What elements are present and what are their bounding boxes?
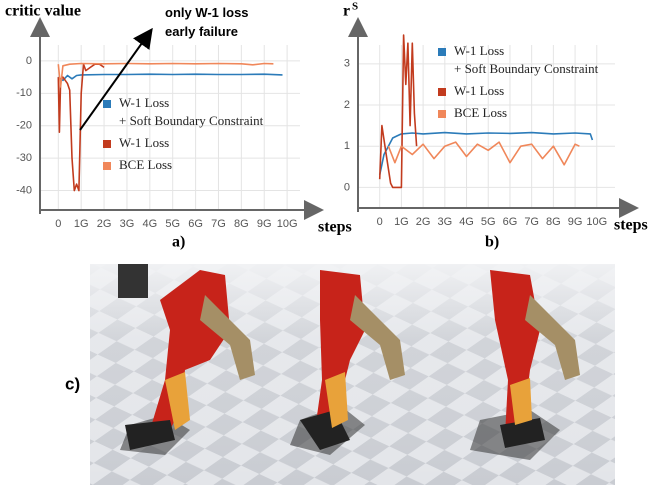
series-line <box>57 73 283 82</box>
legend-label: W-1 Loss + Soft Boundary Constraint <box>119 95 264 128</box>
x-tick-label: 5G <box>481 216 496 228</box>
series-line <box>57 62 274 88</box>
frame <box>90 264 265 485</box>
legend-swatch <box>438 48 446 56</box>
x-tick-label: 3G <box>120 218 135 230</box>
charts: 0-10-20-30-400 1G 2G 3G 4G 5G 6G 7G 8G 9G 10Gcriti… <box>5 1 648 251</box>
x-tick-label: 8G <box>234 218 249 230</box>
legend-swatch <box>438 88 446 96</box>
y-tick-label: 3 <box>344 58 350 70</box>
y-tick-label: 1 <box>344 140 350 152</box>
legend-label: W-1 Loss <box>119 135 169 150</box>
x-tick-label: 2G <box>416 216 431 228</box>
legend-swatch <box>438 110 446 118</box>
legend-swatch <box>103 140 111 148</box>
x-tick-label: 6G <box>188 218 203 230</box>
legend: W-1 Loss + Soft Boundary Constraint W-1 Lo… <box>438 43 599 120</box>
x-tick-label: 5G <box>165 218 180 230</box>
legend-label: BCE Loss <box>454 105 507 120</box>
legend-swatch <box>103 162 111 170</box>
legend-label: W-1 Loss <box>454 83 504 98</box>
y-axis-label-superscript: S <box>352 1 358 13</box>
panel-label: b) <box>485 234 499 251</box>
x-tick-label: 0 <box>377 216 383 228</box>
x-tick-label: 7G <box>524 216 539 228</box>
x-tick-label: 6G <box>503 216 518 228</box>
series-line <box>387 141 580 166</box>
x-tick-label: 0 <box>55 218 61 230</box>
x-axis-label: steps <box>318 219 352 236</box>
frame <box>265 264 440 485</box>
x-tick-label: 9G <box>568 216 583 228</box>
x-tick-label: 10G <box>277 218 298 230</box>
x-tick-label: 4G <box>142 218 157 230</box>
y-tick-label: -20 <box>16 120 32 132</box>
x-tick-label: 4G <box>459 216 474 228</box>
y-axis-label: r <box>343 3 350 20</box>
image-panel: c) <box>65 264 615 485</box>
annotation: only W-1 loss early failure <box>165 5 249 39</box>
x-tick-label: 3G <box>437 216 452 228</box>
legend-swatch <box>103 100 111 108</box>
panel-label: a) <box>172 234 185 251</box>
legend-label: BCE Loss <box>119 157 172 172</box>
y-tick-label: 0 <box>26 55 32 67</box>
series-line <box>378 34 418 189</box>
y-tick-label: -10 <box>16 87 32 99</box>
x-axis-label: steps <box>614 217 648 234</box>
y-tick-label: -40 <box>16 184 32 196</box>
annotation-arrow <box>79 27 153 131</box>
x-tick-label: 1G <box>74 218 89 230</box>
legend-label: W-1 Loss + Soft Boundary Constraint <box>454 43 599 76</box>
y-axis-label: critic value <box>5 3 81 20</box>
x-tick-label: 7G <box>211 218 226 230</box>
x-tick-label: 1G <box>394 216 409 228</box>
x-tick-label: 8G <box>546 216 561 228</box>
y-tick-label: 0 <box>344 181 350 193</box>
y-tick-label: -30 <box>16 152 32 164</box>
x-tick-label: 2G <box>97 218 112 230</box>
x-tick-label: 9G <box>257 218 272 230</box>
legend: W-1 Loss + Soft Boundary Constraint W-1 Lo… <box>103 95 264 172</box>
chart: 0 -10 -20 -30 -40 0 1G 2G 3G 4G 5G 6G 7G 8G 9G 10G criti… <box>5 3 352 251</box>
y-tick-label: 2 <box>344 99 350 111</box>
series-line <box>378 131 594 176</box>
frame <box>440 264 615 485</box>
x-tick-label: 10G <box>586 216 607 228</box>
panel-label: c) <box>65 374 80 393</box>
